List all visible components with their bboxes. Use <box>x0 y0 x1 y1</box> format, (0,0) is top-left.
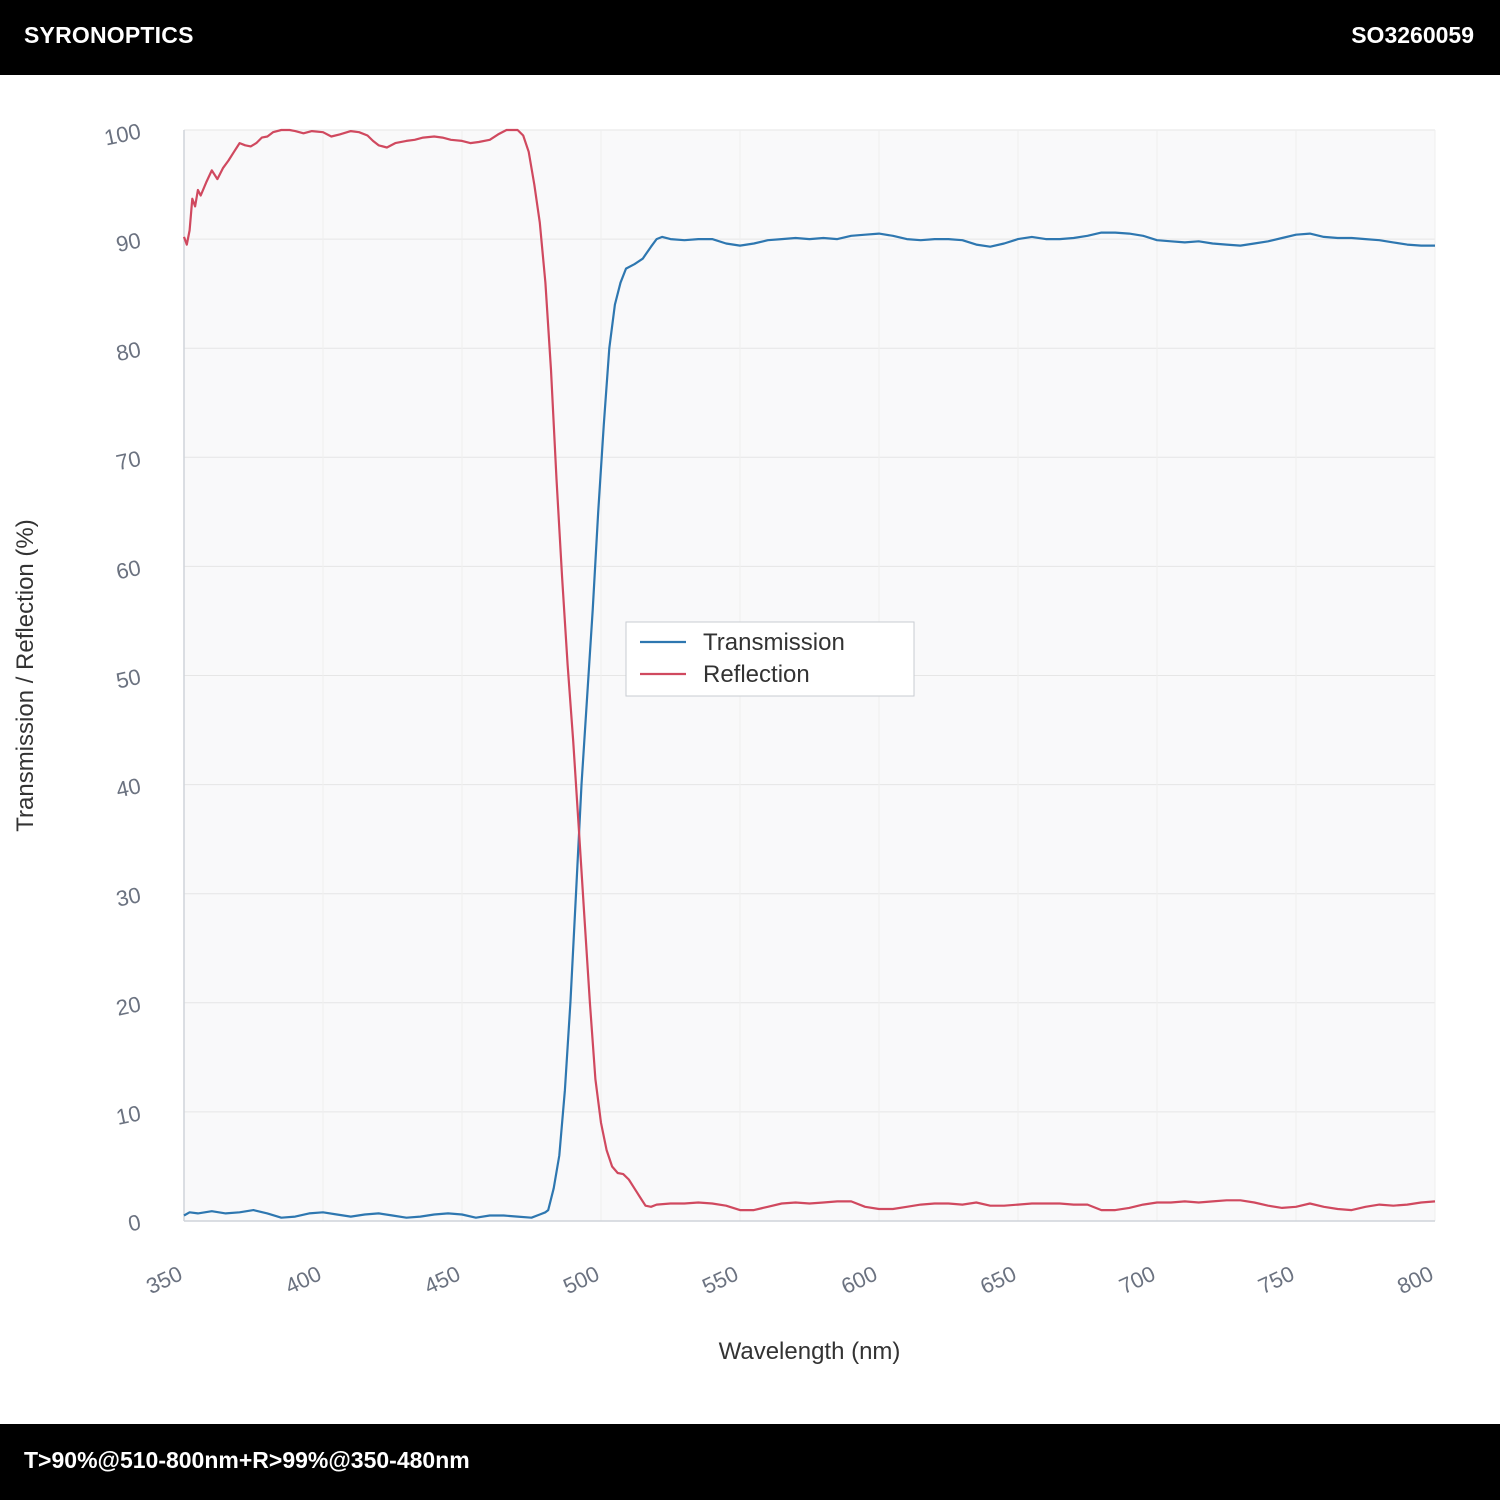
x-tick-label: 350 <box>142 1261 186 1299</box>
y-tick-label: 60 <box>114 555 143 585</box>
y-tick-label: 90 <box>114 228 143 258</box>
header-bar: SYRONOPTICS SO3260059 <box>0 0 1500 75</box>
y-tick-label: 20 <box>114 991 143 1021</box>
y-tick-label: 40 <box>114 773 143 803</box>
legend-label-reflection: Reflection <box>703 661 810 688</box>
y-tick-label: 80 <box>114 337 143 367</box>
x-tick-label: 550 <box>698 1261 742 1299</box>
x-tick-label: 700 <box>1115 1261 1159 1299</box>
x-tick-label: 650 <box>976 1261 1020 1299</box>
x-tick-label: 450 <box>420 1261 464 1299</box>
x-tick-label: 800 <box>1393 1261 1437 1299</box>
y-tick-label: 70 <box>114 446 143 476</box>
x-tick-label: 600 <box>837 1261 881 1299</box>
brand-name: SYRONOPTICS <box>24 22 194 48</box>
y-tick-label: 0 <box>126 1209 143 1236</box>
x-tick-label: 500 <box>559 1261 603 1299</box>
y-axis-title: Transmission / Reflection (%) <box>12 519 39 832</box>
y-tick-label: 10 <box>114 1100 143 1130</box>
y-tick-label: 30 <box>114 882 143 912</box>
legend-label-transmission: Transmission <box>703 629 845 656</box>
x-tick-label: 750 <box>1254 1261 1298 1299</box>
legend-box <box>625 621 915 697</box>
x-tick-label: 400 <box>281 1261 325 1299</box>
series-line-reflection <box>182 128 1436 1212</box>
spec-text: T>90%@510-800nm+R>99%@350-480nm <box>24 1447 470 1473</box>
part-number: SO3260059 <box>1351 22 1474 48</box>
y-tick-label: 50 <box>114 664 143 694</box>
footer-bar: T>90%@510-800nm+R>99%@350-480nm <box>0 1424 1500 1500</box>
x-axis-title: Wavelength (nm) <box>719 1338 901 1365</box>
y-tick-label: 100 <box>102 118 143 150</box>
series-line-transmission <box>183 231 1435 1219</box>
